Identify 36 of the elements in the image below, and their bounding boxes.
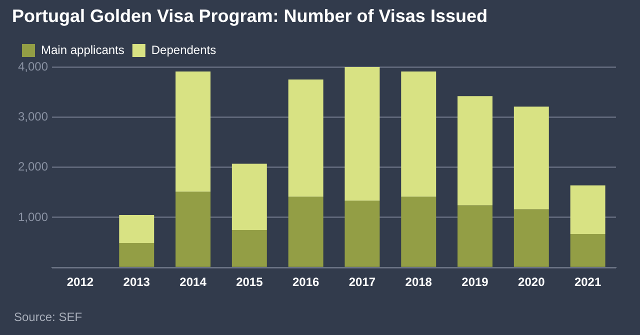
- source-note: Source: SEF: [14, 310, 82, 324]
- bar: [570, 234, 606, 267]
- bar: [344, 200, 380, 267]
- bar: [401, 72, 436, 197]
- legend-label: Main applicants: [41, 42, 124, 57]
- bar: [176, 72, 211, 192]
- bar: [232, 230, 267, 267]
- chart-title: Portugal Golden Visa Program: Number of Visas Issued: [12, 6, 488, 27]
- legend-label: Dependents: [151, 42, 216, 57]
- bar: [514, 106, 549, 210]
- y-tick-label: 3,000: [18, 109, 48, 124]
- x-tick-label: 2015: [236, 275, 264, 290]
- bar: [570, 185, 606, 234]
- bar: [119, 214, 154, 244]
- bar: [458, 205, 492, 267]
- bar: [401, 196, 436, 267]
- bar: [232, 164, 267, 230]
- bar: [288, 80, 324, 197]
- y-tick-label: 4,000: [18, 59, 48, 74]
- bar: [119, 243, 154, 267]
- bar: [176, 192, 211, 267]
- bar: [344, 67, 380, 201]
- y-tick-label: 2,000: [18, 160, 48, 174]
- x-tick-label: 2021: [574, 275, 602, 290]
- bar: [288, 196, 324, 267]
- x-tick-label: 2017: [348, 275, 376, 290]
- x-tick-label: 2016: [292, 275, 320, 290]
- y-tick-label: 1,000: [18, 210, 48, 224]
- x-tick-label: 2019: [462, 275, 489, 290]
- x-tick-label: 2014: [180, 275, 207, 290]
- x-tick-label: 2018: [405, 275, 432, 290]
- bar: [514, 209, 549, 267]
- bar: [458, 96, 492, 206]
- x-tick-label: 2020: [518, 275, 546, 290]
- x-tick-label: 2013: [123, 275, 150, 290]
- x-tick-label: 2012: [66, 275, 94, 290]
